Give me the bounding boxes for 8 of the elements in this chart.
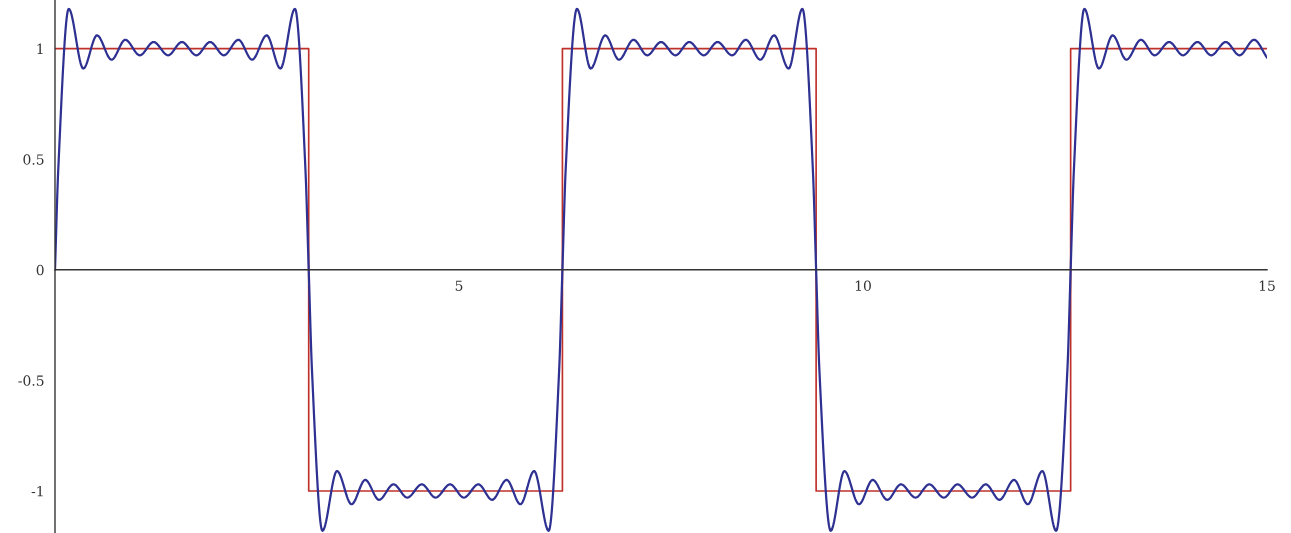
x-tick-label: 5 — [455, 280, 463, 291]
y-tick-label: -0.5 — [18, 375, 44, 386]
y-tick-label: 1 — [37, 43, 43, 54]
x-tick-label: 10 — [855, 280, 871, 291]
y-tick-label: 0 — [36, 264, 44, 276]
x-tick-label: 15 — [1259, 280, 1275, 291]
y-tick-label: 0.5 — [23, 154, 44, 165]
y-tick-label: -1 — [31, 485, 43, 497]
